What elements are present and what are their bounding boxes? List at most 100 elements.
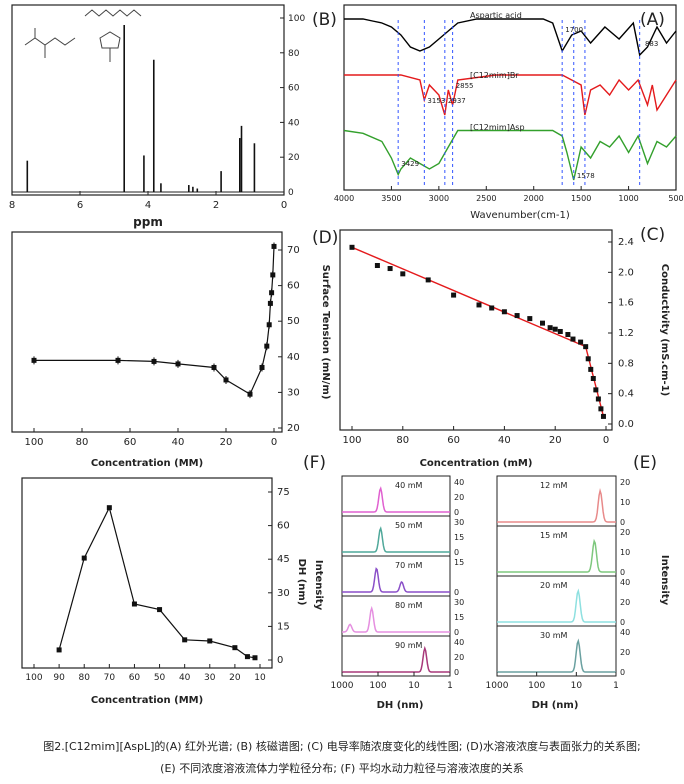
data-point xyxy=(175,361,181,367)
data-point xyxy=(583,344,589,350)
x-tick-label: 1500 xyxy=(571,194,591,203)
y-tick-label: 0 xyxy=(277,655,283,666)
data-point xyxy=(476,302,482,308)
x-tick-label: 30 xyxy=(204,673,216,683)
y-tick-label: 30 xyxy=(287,387,300,398)
y-tick-label: 2.4 xyxy=(618,237,634,248)
dls-y-tick-label: 15 xyxy=(454,558,464,567)
x-tick-label: 40 xyxy=(179,673,191,683)
dls-y-tick-label: 30 xyxy=(454,518,464,527)
x-tick-label: 100 xyxy=(25,673,42,683)
data-point xyxy=(232,645,238,651)
x-tick-label: 70 xyxy=(104,673,116,683)
dls-series-label: 80 mM xyxy=(395,601,423,610)
panel-c-ylabel: Conductivity (mS.cm-1) xyxy=(659,264,670,397)
data-point xyxy=(489,305,495,311)
data-point xyxy=(270,272,276,278)
data-point xyxy=(267,300,273,306)
data-point xyxy=(207,638,213,644)
data-point xyxy=(269,290,275,296)
y-tick-label: 40 xyxy=(287,352,300,363)
data-point xyxy=(451,292,457,298)
panel-c: (C) 0 20 40 60 80 100 0.0 0.4 0.8 1.2 1.6 2.0 2.4 Co… xyxy=(339,225,670,469)
data-point xyxy=(400,271,406,277)
dls-curve xyxy=(342,526,450,553)
data-point xyxy=(151,358,157,364)
x-tick-label: 60 xyxy=(124,437,137,448)
x-tick-label: 1000 xyxy=(618,194,638,203)
ir-annotation: 2855 xyxy=(456,82,474,90)
data-point xyxy=(115,357,121,363)
panel-d-frame xyxy=(11,231,283,433)
x-tick-label: 20 xyxy=(229,673,241,683)
data-point xyxy=(247,391,253,397)
y-tick-label: 80 xyxy=(288,49,300,59)
panel-f-plot xyxy=(56,505,258,661)
data-point xyxy=(552,326,558,332)
x-tick-label: 1000 xyxy=(331,681,354,691)
dls-y-tick-label: 15 xyxy=(454,613,464,622)
x-tick-label: 50 xyxy=(154,673,166,683)
dls-series-label: 30 mM xyxy=(540,631,568,640)
dls-y-tick-label: 10 xyxy=(620,498,630,507)
data-point xyxy=(182,637,188,643)
panel-d-plot xyxy=(31,242,277,399)
x-tick-label: 80 xyxy=(78,673,90,683)
data-point xyxy=(266,322,272,328)
data-point xyxy=(588,366,594,372)
y-tick-label: 60 xyxy=(287,281,300,292)
x-tick-label: 3500 xyxy=(381,194,401,203)
dls-curve xyxy=(497,488,616,523)
dls-curve xyxy=(497,588,616,623)
dls-series-label: 90 mM xyxy=(395,641,423,650)
panel-c-plot xyxy=(349,244,606,419)
ir-series-line xyxy=(344,74,677,116)
y-tick-label: 60 xyxy=(277,521,290,532)
ir-annotation: 1700 xyxy=(565,26,583,34)
data-point xyxy=(387,266,393,272)
y-tick-label: 0 xyxy=(288,188,294,198)
x-tick-label: 20 xyxy=(220,437,233,448)
data-point xyxy=(374,263,380,269)
y-tick-label: 30 xyxy=(277,588,290,599)
dls-subpanel-frame xyxy=(496,625,617,677)
ir-annotation: 2937 xyxy=(448,97,466,105)
x-tick-label: 0 xyxy=(271,437,277,448)
data-point xyxy=(106,505,112,511)
ir-annotation: 1578 xyxy=(577,172,595,180)
x-tick-label: 0 xyxy=(281,200,287,211)
y-tick-label: 20 xyxy=(288,153,300,163)
dls-y-tick-label: 0 xyxy=(620,568,625,577)
panel-a-x-ticks: 500 1000 1500 2000 2500 3000 3500 4000 xyxy=(334,186,684,203)
data-point xyxy=(547,325,553,331)
x-tick-label: 20 xyxy=(549,435,562,446)
data-point xyxy=(557,328,563,334)
dls-y-tick-label: 0 xyxy=(454,588,459,597)
x-tick-label: 10 xyxy=(254,673,266,683)
dls-y-tick-label: 20 xyxy=(454,493,464,502)
legend-a-2: [C12mim]Br xyxy=(470,71,519,80)
panel-d: (D) 0 20 40 60 80 100 20 30 40 50 60 70 Concentrati… xyxy=(11,228,338,469)
dls-curve xyxy=(342,486,450,513)
dls-series-label: 50 mM xyxy=(395,521,423,530)
data-point xyxy=(349,244,355,250)
data-point xyxy=(593,387,599,393)
data-point xyxy=(514,313,520,319)
panel-c-frame xyxy=(339,229,613,431)
dls-curve xyxy=(342,567,450,593)
x-tick-label: 60 xyxy=(447,435,460,446)
dls-y-tick-label: 10 xyxy=(620,548,630,557)
data-point xyxy=(590,376,596,381)
x-tick-label: 1 xyxy=(613,681,619,691)
ir-annotation: 3429 xyxy=(401,160,419,168)
surface-tension-line xyxy=(34,246,275,396)
dls-series-label: 15 mM xyxy=(540,531,568,540)
panel-d-label: (D) xyxy=(312,228,338,248)
ir-annotation: 3153 xyxy=(427,97,445,105)
